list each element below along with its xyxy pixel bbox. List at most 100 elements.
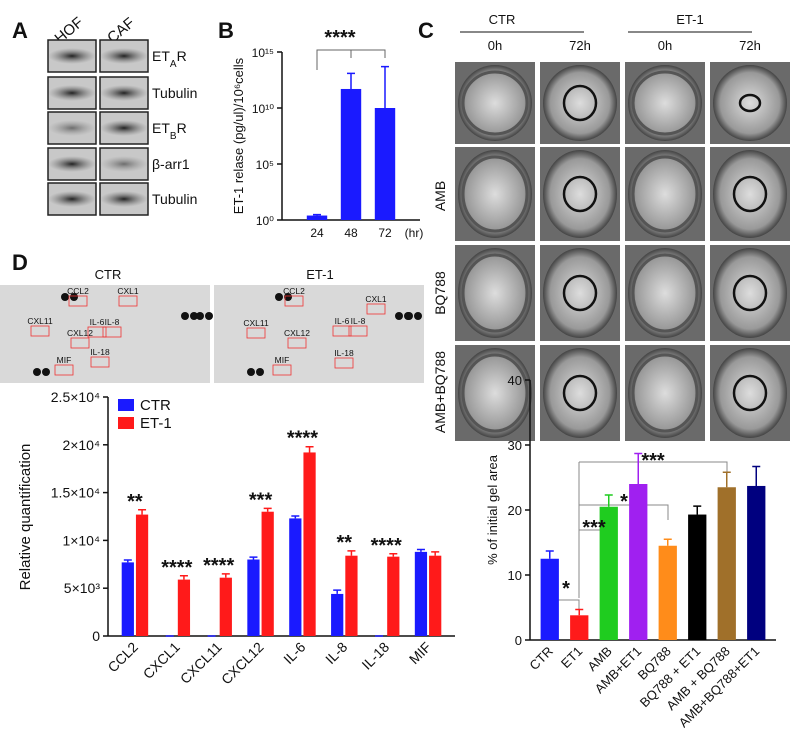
x-tick-label: IL-8 bbox=[322, 639, 351, 668]
bar bbox=[374, 108, 396, 220]
y-tick-label: 10⁰ bbox=[256, 214, 274, 228]
error-bar bbox=[221, 573, 230, 578]
bar bbox=[340, 88, 362, 221]
array-spot bbox=[196, 312, 204, 320]
bar bbox=[688, 514, 707, 640]
gel-ring bbox=[631, 253, 699, 333]
gel-ring bbox=[631, 70, 699, 136]
bar bbox=[747, 485, 766, 640]
significance: ** bbox=[127, 491, 143, 513]
array-spot bbox=[395, 312, 403, 320]
blot-band bbox=[100, 191, 148, 207]
significance: * bbox=[562, 578, 570, 600]
x-tick-label: 72 bbox=[378, 226, 392, 240]
x-tick-label: ET1 bbox=[558, 644, 585, 671]
gel-group: CTR bbox=[489, 12, 516, 27]
blot-band bbox=[48, 85, 96, 101]
array-spot bbox=[284, 293, 292, 301]
bar bbox=[345, 555, 358, 636]
bar bbox=[261, 511, 274, 636]
bar bbox=[177, 579, 191, 636]
gel-well bbox=[713, 248, 787, 338]
error-bar bbox=[575, 608, 584, 616]
y-tick-label: 1.5×10⁴ bbox=[51, 485, 100, 501]
array-spot bbox=[205, 312, 213, 320]
significance-bracket bbox=[316, 49, 386, 70]
spot-label: MIF bbox=[57, 355, 72, 365]
bar bbox=[599, 506, 618, 640]
blot-band bbox=[48, 156, 96, 172]
label-part: R bbox=[177, 48, 187, 64]
x-tick-label: CTR bbox=[526, 644, 555, 673]
gel-time: 0h bbox=[488, 38, 502, 53]
spot-box bbox=[54, 364, 74, 376]
significance: *** bbox=[641, 450, 665, 472]
gel-well bbox=[543, 248, 617, 338]
y-tick-label: 0 bbox=[515, 633, 522, 648]
spot-box bbox=[284, 295, 304, 307]
gel-well bbox=[628, 150, 702, 238]
spot-label: CXL12 bbox=[67, 328, 93, 338]
y-tick-label: 10⁵ bbox=[256, 158, 274, 172]
blot-label: Tubulin bbox=[152, 85, 197, 101]
y-axis-title: Relative quantification bbox=[17, 444, 34, 591]
error-bar bbox=[389, 553, 398, 557]
gel-ring bbox=[738, 93, 762, 113]
error-bar bbox=[693, 505, 702, 515]
gel-well bbox=[458, 248, 532, 338]
label-part: A bbox=[170, 59, 177, 70]
error-bar bbox=[123, 559, 132, 563]
error-bar bbox=[179, 575, 188, 580]
x-tick-label: IL-6 bbox=[280, 639, 309, 668]
y-tick-label: 20 bbox=[508, 503, 522, 518]
spot-box bbox=[102, 326, 122, 338]
y-tick-label: 40 bbox=[508, 373, 522, 388]
array-spot bbox=[414, 312, 422, 320]
error-bar bbox=[347, 72, 355, 89]
spot-box bbox=[332, 325, 352, 337]
significance: **** bbox=[203, 555, 234, 577]
legend-label: ET-1 bbox=[140, 415, 172, 432]
spot-label: CXL1 bbox=[365, 294, 387, 304]
x-tick-label: CCL2 bbox=[104, 639, 141, 676]
x-tick-label: CXCL11 bbox=[177, 639, 225, 687]
spot-box bbox=[30, 325, 50, 337]
x-tick-label: CXCL12 bbox=[218, 639, 267, 688]
gel-ring bbox=[732, 274, 768, 312]
array-image bbox=[0, 285, 210, 383]
array-spot bbox=[190, 312, 198, 320]
spot-label: IL-18 bbox=[334, 348, 354, 358]
gel-well bbox=[543, 150, 617, 238]
blot-label: β-arr1 bbox=[152, 156, 190, 172]
blot-band bbox=[100, 48, 148, 64]
significance: *** bbox=[249, 489, 273, 511]
y-tick-label: 2.5×10⁴ bbox=[51, 389, 100, 405]
y-axis-title: ET-1 relase (pg/ul)/10⁶cells bbox=[231, 57, 246, 214]
error-bar bbox=[752, 465, 761, 486]
bar bbox=[658, 545, 677, 640]
y-tick-label: 5×10³ bbox=[64, 580, 101, 596]
spot-box bbox=[68, 295, 88, 307]
legend-swatch bbox=[118, 399, 134, 411]
spot-box bbox=[348, 325, 368, 337]
spot-label: CXL12 bbox=[284, 328, 310, 338]
spot-box bbox=[87, 326, 107, 338]
array-spot bbox=[33, 368, 41, 376]
error-bar bbox=[634, 452, 643, 484]
label-part: B bbox=[170, 131, 177, 142]
bar bbox=[331, 593, 344, 636]
significance: *** bbox=[582, 517, 606, 539]
error-bar bbox=[663, 538, 672, 546]
error-bar bbox=[416, 548, 425, 552]
blot-label: ETAR bbox=[152, 48, 187, 70]
gel-well bbox=[713, 150, 787, 238]
gel-well bbox=[713, 348, 787, 438]
legend-label: CTR bbox=[140, 397, 171, 414]
array-title: CTR bbox=[95, 267, 122, 282]
significance: **** bbox=[324, 27, 355, 49]
significance: ** bbox=[337, 532, 353, 554]
bar bbox=[717, 487, 736, 640]
label-part: ET bbox=[152, 120, 170, 136]
bar bbox=[306, 215, 328, 220]
